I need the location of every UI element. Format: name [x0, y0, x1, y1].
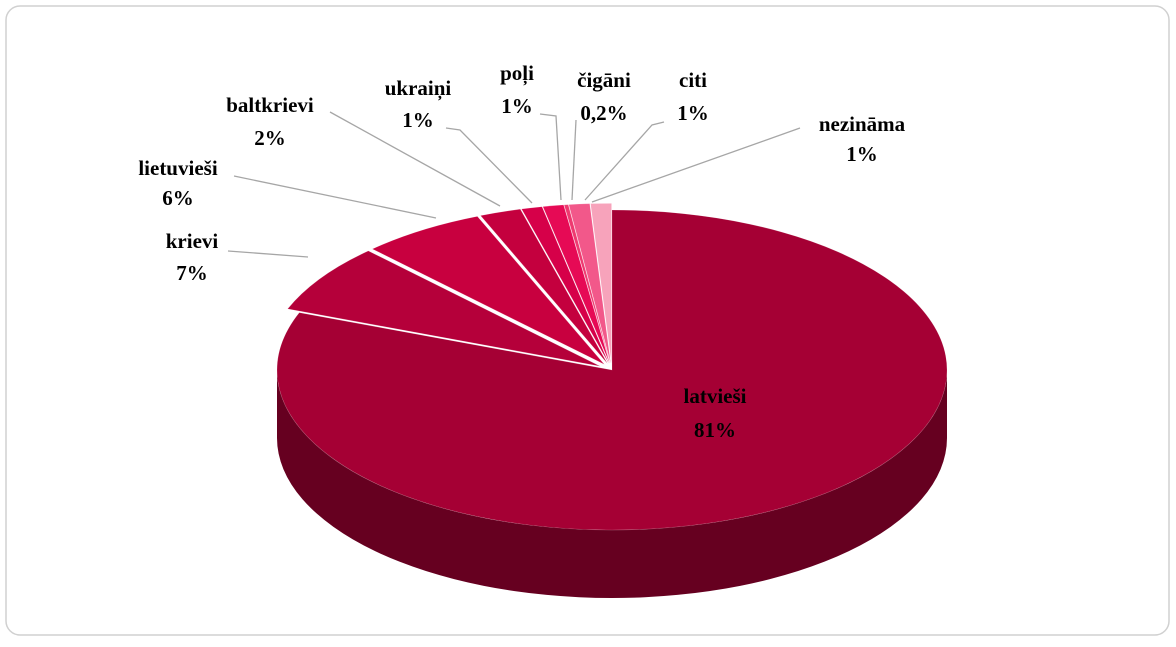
leader-line [584, 121, 665, 201]
pie-sides [277, 370, 947, 598]
leader-line [227, 250, 309, 258]
slice [276, 209, 948, 531]
value-label: 2% [254, 126, 286, 150]
leader-line [445, 127, 533, 204]
value-label: 1% [402, 108, 434, 132]
leader-line [233, 175, 437, 219]
value-label: 0,2% [580, 101, 627, 125]
data-labels: latvieši 81% krievi 7% lietuvieši 6% baltkriev… [138, 61, 905, 442]
value-label: 1% [846, 142, 878, 166]
slice [371, 216, 605, 365]
slice-label: poļi [500, 61, 534, 86]
leader-line [591, 127, 801, 203]
slice [590, 203, 612, 364]
slice [542, 204, 610, 364]
slice [287, 250, 601, 367]
slice [521, 206, 610, 364]
value-label: 1% [501, 94, 533, 118]
slice-label: latvieši [684, 384, 747, 408]
leader-line [329, 111, 501, 207]
slice-label: baltkrievi [226, 93, 314, 117]
value-label: 6% [162, 186, 194, 210]
slice-label: čigāni [577, 68, 631, 92]
slice [563, 204, 611, 364]
slice-label: citi [679, 68, 707, 92]
leader-line [571, 119, 577, 201]
value-label: 7% [176, 261, 208, 285]
slice-label: ukraiņi [385, 76, 452, 101]
slice-label: nezināma [819, 112, 906, 136]
pie-tops [276, 203, 948, 531]
slice [479, 208, 608, 364]
slice [568, 203, 611, 364]
leader-line [539, 113, 562, 201]
value-label: 81% [694, 418, 736, 442]
value-label: 1% [677, 101, 709, 125]
slice-side [277, 370, 947, 598]
slice-label: lietuvieši [138, 156, 217, 180]
slice-label: krievi [166, 229, 219, 253]
